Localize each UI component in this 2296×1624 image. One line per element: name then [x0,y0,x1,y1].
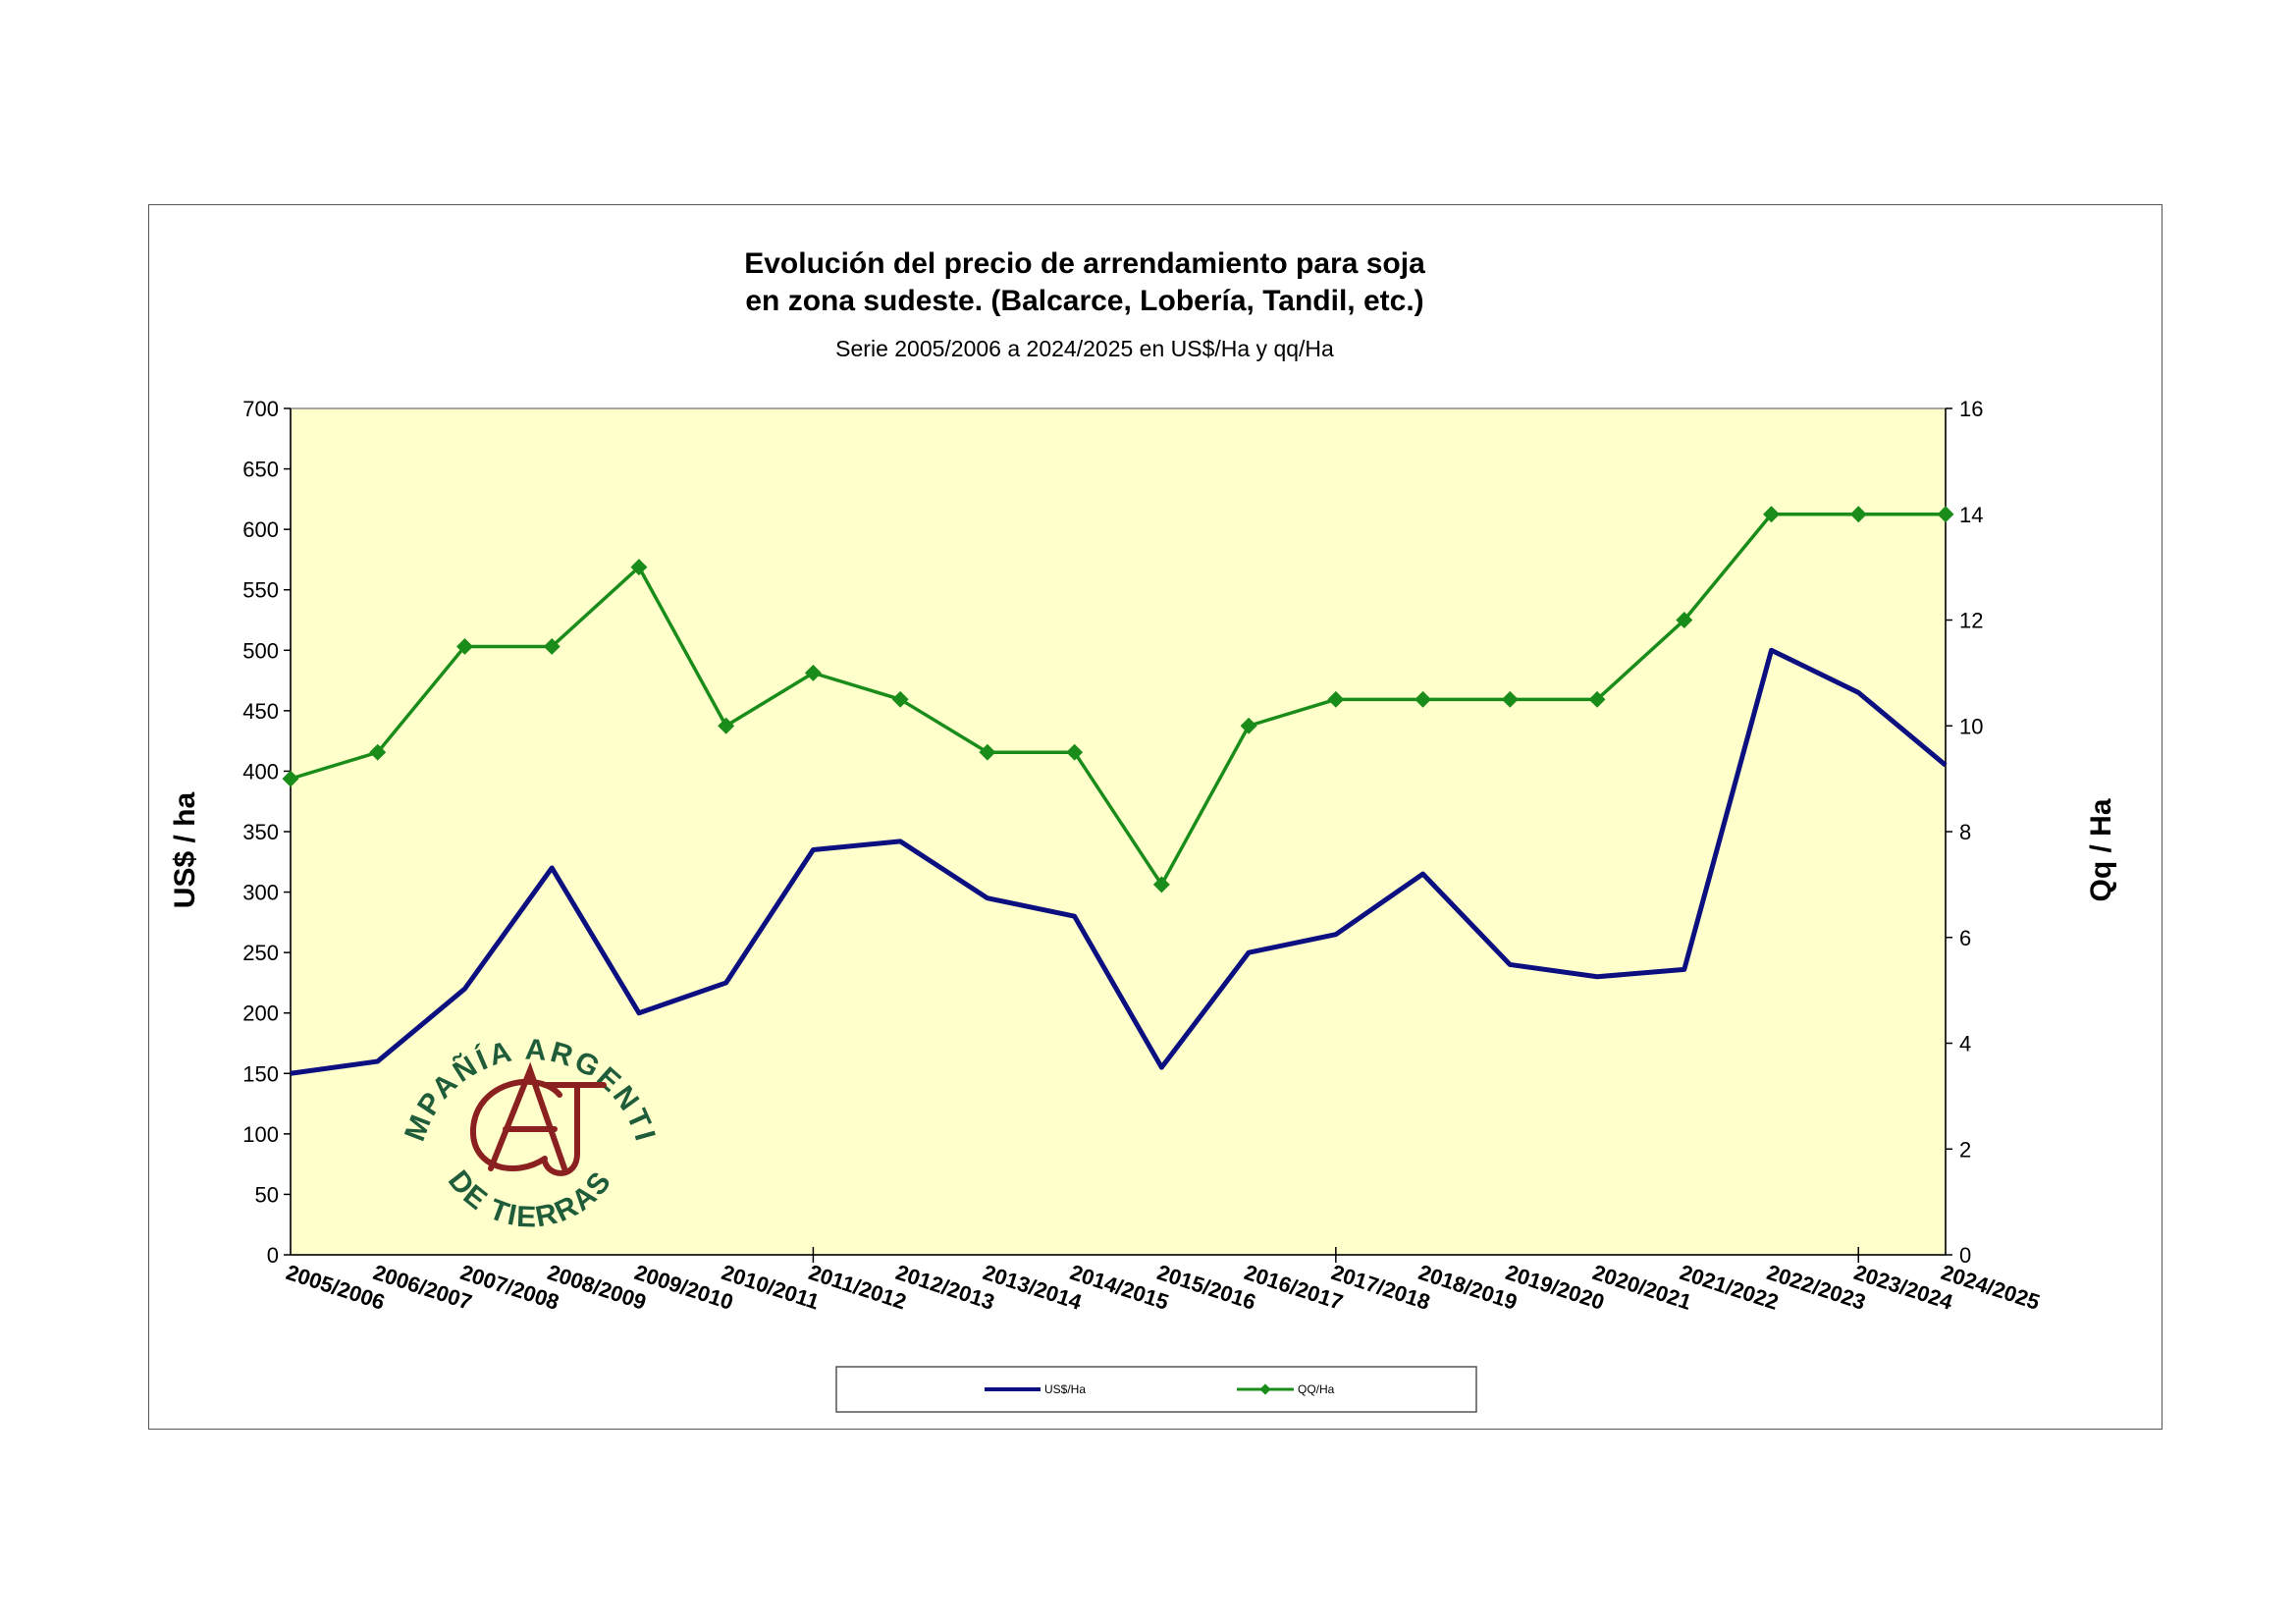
series-layer [282,506,1954,1076]
data-point-qq [630,559,648,576]
x-tick-label: 2015/2016 [1154,1260,1259,1315]
data-point-qq [1849,506,1867,523]
right-tick-label: 2 [1959,1137,1971,1162]
left-tick-label: 500 [242,638,279,663]
left-tick-label: 650 [242,458,279,482]
data-point-qq [1937,506,1954,523]
x-tick-label: 2018/2019 [1415,1260,1521,1315]
x-tick-label: 2013/2014 [980,1260,1085,1315]
x-tick-label: 2012/2013 [893,1260,998,1315]
right-tick-label: 6 [1959,926,1971,950]
legend-marker-qq [1259,1383,1271,1395]
x-tick-label: 2009/2010 [631,1260,736,1315]
series-line-qq [290,513,1946,887]
legend: US$/Ha QQ/Ha [835,1366,1477,1413]
right-tick-label: 12 [1959,609,1983,633]
left-tick-label: 450 [242,699,279,724]
right-tick-label: 4 [1959,1032,1971,1056]
data-point-qq [891,690,909,708]
data-point-qq [1327,690,1345,708]
x-tick-label: 2005/2006 [283,1260,388,1315]
x-tick-label: 2024/2025 [1938,1260,2043,1315]
left-tick-label: 150 [242,1061,279,1086]
legend-label-qq: QQ/Ha [1298,1382,1335,1396]
x-tick-label: 2006/2007 [370,1260,475,1315]
left-tick-label: 350 [242,820,279,844]
x-tick-label: 2020/2021 [1590,1260,1695,1315]
left-tick-label: 100 [242,1122,279,1147]
left-tick-label: 550 [242,578,279,603]
x-tick-label: 2010/2011 [719,1260,822,1315]
data-point-qq [369,743,387,761]
data-point-qq [1501,690,1519,708]
chart-title-line2: en zona sudeste. (Balcarce, Lobería, Tan… [745,285,1424,317]
chart-subtitle: Serie 2005/2006 a 2024/2025 en US$/Ha y … [835,336,1334,361]
data-point-qq [1240,717,1257,734]
x-tick-label: 2017/2018 [1328,1260,1433,1315]
left-tick-label: 400 [242,759,279,784]
right-tick-label: 16 [1959,397,1983,421]
data-point-qq [979,743,996,761]
x-tick-label: 2023/2024 [1851,1260,1956,1315]
data-point-qq [804,664,822,681]
data-point-qq [1763,506,1781,523]
data-point-qq [282,770,299,787]
left-tick-label: 600 [242,517,279,542]
x-axis: 2005/20062006/20072007/20082008/20092009… [283,1247,2043,1315]
x-tick-label: 2011/2012 [806,1260,909,1315]
y2-axis-title: Qq / Ha [2085,798,2117,901]
data-point-qq [1415,690,1432,708]
left-tick-label: 0 [267,1243,279,1268]
x-tick-label: 2014/2015 [1067,1260,1172,1315]
right-tick-label: 0 [1959,1243,1971,1268]
data-point-qq [718,717,735,734]
left-tick-label: 700 [242,397,279,421]
logo-monogram [469,1061,607,1176]
x-tick-label: 2022/2023 [1764,1260,1869,1315]
right-tick-label: 10 [1959,714,1983,738]
series-line-usd [290,647,1948,1076]
x-tick-label: 2008/2009 [545,1260,650,1315]
left-tick-label: 300 [242,881,279,905]
data-point-qq [1152,876,1170,893]
x-tick-label: 2019/2020 [1503,1260,1608,1315]
left-tick-label: 200 [242,1001,279,1026]
y-axis-title: US$ / ha [169,791,201,908]
data-point-qq [543,637,561,655]
right-tick-label: 8 [1959,820,1971,844]
data-point-qq [1588,690,1606,708]
x-tick-label: 2021/2022 [1677,1260,1782,1315]
x-tick-label: 2016/2017 [1242,1260,1347,1315]
right-axis: 0 2 4 6 8 10 12 14 16 [1945,397,1983,1268]
right-tick-label: 14 [1959,503,1983,527]
data-point-qq [455,637,473,655]
left-tick-label: 50 [255,1182,279,1207]
left-tick-label: 250 [242,941,279,965]
plot-area [290,407,1947,1256]
legend-label-usd: US$/Ha [1044,1382,1086,1396]
data-point-qq [1066,743,1084,761]
chart-title: Evolución del precio de arrendamiento pa… [744,247,1425,280]
left-axis: 0 50 100 150 200 250 300 350 400 450 500 550 600 650 7… [242,397,292,1268]
x-tick-label: 2007/2008 [457,1260,562,1315]
data-point-qq [1676,612,1693,628]
